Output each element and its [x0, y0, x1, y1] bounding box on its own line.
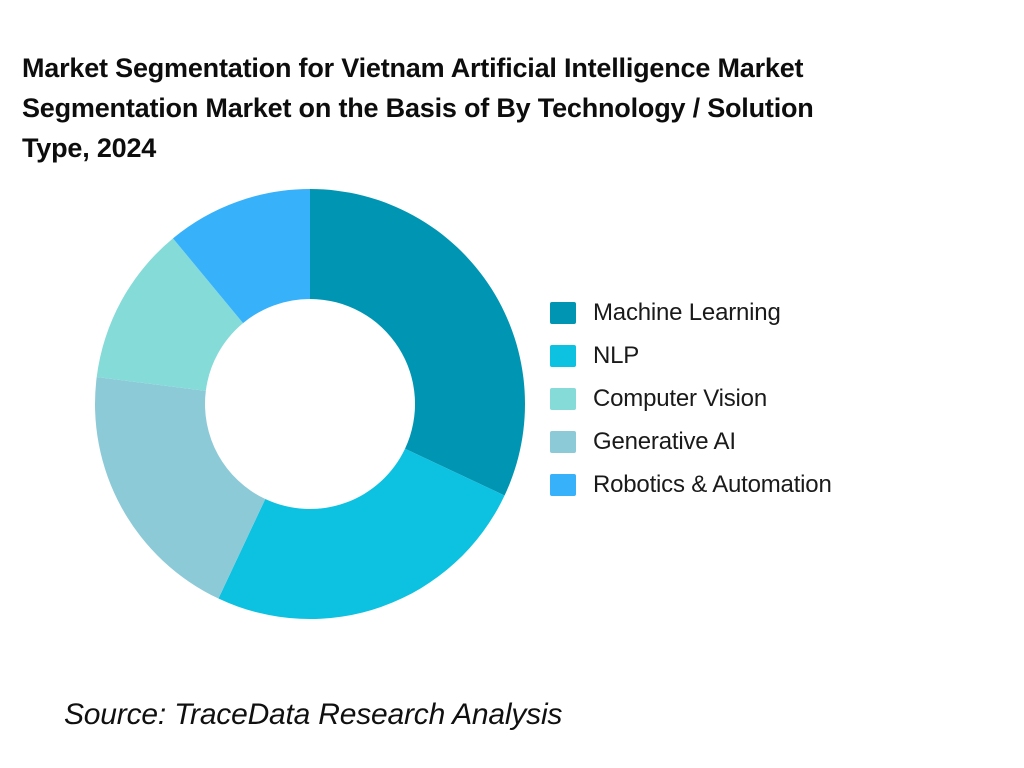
legend-label: NLP: [593, 342, 640, 369]
donut-segment-machine-learning: [310, 189, 526, 496]
legend-swatch-nlp: [550, 345, 576, 367]
legend: Machine Learning NLP Computer Vision Gen…: [550, 299, 832, 498]
legend-label: Machine Learning: [593, 299, 781, 326]
legend-swatch-robotics-automation: [550, 474, 576, 496]
legend-swatch-machine-learning: [550, 302, 576, 324]
donut-segment-robotics-automation: [172, 189, 310, 324]
legend-label: Computer Vision: [593, 385, 767, 412]
donut-chart: [94, 188, 526, 620]
chart-title: Market Segmentation for Vietnam Artifici…: [22, 48, 814, 168]
legend-item-robotics-automation: Robotics & Automation: [550, 471, 832, 498]
chart-title-line: Market Segmentation for Vietnam Artifici…: [22, 53, 804, 83]
legend-item-nlp: NLP: [550, 342, 832, 369]
legend-item-computer-vision: Computer Vision: [550, 385, 832, 412]
chart-title-line: Segmentation Market on the Basis of By T…: [22, 93, 814, 123]
donut-segment-generative-ai: [95, 377, 266, 599]
chart-title-line: Type, 2024: [22, 133, 157, 163]
donut-chart-svg: [95, 189, 526, 620]
legend-swatch-computer-vision: [550, 388, 576, 410]
donut-segment-nlp: [218, 448, 505, 620]
legend-item-generative-ai: Generative AI: [550, 428, 832, 455]
legend-label: Robotics & Automation: [593, 471, 832, 498]
legend-label: Generative AI: [593, 428, 736, 455]
legend-swatch-generative-ai: [550, 431, 576, 453]
source-note: Source: TraceData Research Analysis: [64, 698, 563, 731]
donut-segment-computer-vision: [96, 238, 244, 391]
legend-item-machine-learning: Machine Learning: [550, 299, 832, 326]
